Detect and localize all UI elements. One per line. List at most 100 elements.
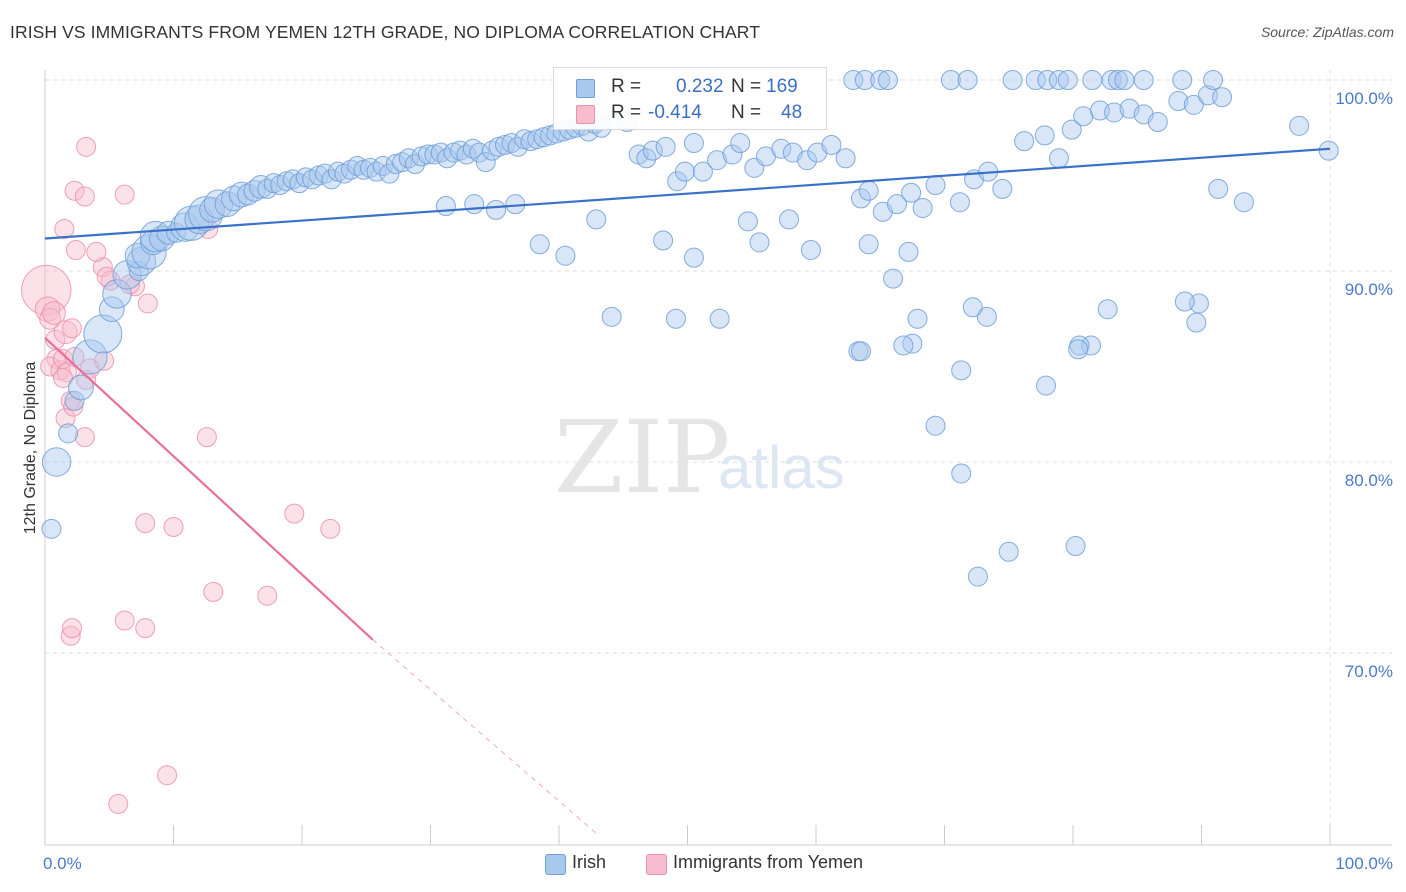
irish-point-92 <box>683 133 704 154</box>
irish-point-176 <box>555 245 576 266</box>
yemen-point-40 <box>114 610 135 631</box>
irish-point-117 <box>1034 125 1055 146</box>
irish-point-186 <box>1036 375 1057 396</box>
irish-point-52 <box>392 152 413 173</box>
irish-point-127 <box>1183 94 1204 115</box>
irish-point-155 <box>1097 299 1118 320</box>
irish-point-151 <box>1208 178 1229 199</box>
irish-point-24 <box>203 189 234 219</box>
irish-point-95 <box>722 144 743 165</box>
irish-point-115 <box>992 178 1013 199</box>
yemen-n-value: 48 <box>781 102 803 123</box>
irish-point-62 <box>456 144 477 165</box>
irish-point-129 <box>1212 87 1233 108</box>
yemen-r-label: R = <box>611 102 642 123</box>
irish-point-171 <box>683 247 704 268</box>
irish-point-164 <box>858 234 879 255</box>
irish-point-182 <box>967 566 988 587</box>
irish-point-139 <box>1048 70 1069 90</box>
irish-point-4 <box>68 374 94 401</box>
irish-point-106 <box>858 180 879 201</box>
irish-point-56 <box>417 144 438 165</box>
irish-point-0 <box>41 518 62 539</box>
irish-point-140 <box>1057 70 1078 90</box>
irish-point-185 <box>1065 536 1086 557</box>
irish-point-138 <box>1037 70 1058 90</box>
irish-point-169 <box>737 211 758 232</box>
irish-point-93 <box>692 161 713 182</box>
irish-point-147 <box>1203 70 1224 90</box>
irish-point-150 <box>1233 192 1254 213</box>
irish-point-111 <box>925 175 946 196</box>
yemen-point-27 <box>76 136 97 157</box>
irish-point-143 <box>1107 70 1128 90</box>
yemen-point-38 <box>203 581 224 602</box>
irish-point-180 <box>464 194 485 215</box>
irish-point-189 <box>893 335 914 356</box>
irish-point-162 <box>898 241 919 262</box>
irish-point-173 <box>653 230 674 251</box>
irish-r-value: 0.232 <box>676 76 724 97</box>
irish-point-30 <box>248 175 273 199</box>
yemen-point-20 <box>94 350 115 371</box>
yemen-point-28 <box>114 184 135 205</box>
y-tick-label-2: 80.0% <box>1345 471 1393 490</box>
yemen-point-41 <box>135 618 156 639</box>
irish-point-53 <box>398 148 419 169</box>
irish-point-94 <box>707 150 728 171</box>
irish-swatch <box>576 79 595 98</box>
yemen-n-label: N = <box>731 102 762 123</box>
irish-point-160 <box>951 360 972 381</box>
x-tick-label-min: 0.0% <box>43 854 82 873</box>
irish-point-31 <box>257 178 278 199</box>
yemen-point-44 <box>157 765 178 786</box>
irish-point-1 <box>41 447 72 477</box>
yemen-r-value: -0.414 <box>648 102 702 123</box>
irish-point-153 <box>1186 312 1207 333</box>
irish-point-5 <box>72 339 108 375</box>
irish-point-89 <box>655 136 676 157</box>
bottom-irish-swatch <box>545 854 566 875</box>
irish-point-134 <box>940 70 961 90</box>
irish-point-110 <box>912 197 933 218</box>
irish-point-156 <box>1080 335 1101 356</box>
irish-point-109 <box>901 182 922 203</box>
irish-point-45 <box>347 155 368 176</box>
irish-point-146 <box>1172 70 1193 90</box>
irish-point-116 <box>1014 131 1035 152</box>
irish-point-104 <box>835 148 856 169</box>
yemen-point-11 <box>61 318 82 339</box>
yemen-trend-extension <box>372 639 598 835</box>
irish-point-125 <box>1147 112 1168 133</box>
watermark-atlas: atlas <box>718 434 845 501</box>
yemen-points <box>21 136 341 814</box>
yemen-point-37 <box>320 518 341 539</box>
irish-point-118 <box>1048 148 1069 169</box>
trend-lines <box>44 147 1331 835</box>
irish-point-163 <box>883 268 904 289</box>
yemen-point-22 <box>86 241 107 262</box>
irish-point-119 <box>1061 119 1082 140</box>
yemen-point-39 <box>257 585 278 606</box>
irish-point-48 <box>366 161 387 182</box>
chart-title: IRISH VS IMMIGRANTS FROM YEMEN 12TH GRAD… <box>10 22 760 42</box>
irish-point-16 <box>149 225 175 252</box>
irish-point-190 <box>850 341 871 362</box>
irish-point-191 <box>1068 339 1089 360</box>
irish-point-181 <box>435 196 456 217</box>
irish-point-177 <box>529 234 550 255</box>
irish-point-47 <box>360 157 381 178</box>
bottom-yemen-label: Immigrants from Yemen <box>673 852 864 872</box>
yemen-point-47 <box>96 266 117 287</box>
irish-point-148 <box>1318 140 1339 161</box>
irish-points <box>41 70 1339 587</box>
irish-point-43 <box>334 163 355 184</box>
irish-point-64 <box>469 142 490 163</box>
irish-point-12 <box>124 242 151 269</box>
irish-r-label: R = <box>611 76 642 97</box>
irish-point-91 <box>674 161 695 182</box>
chart-source: Source: ZipAtlas.com <box>1260 24 1394 40</box>
watermark: ZIP atlas <box>554 399 845 516</box>
irish-point-161 <box>925 415 946 436</box>
